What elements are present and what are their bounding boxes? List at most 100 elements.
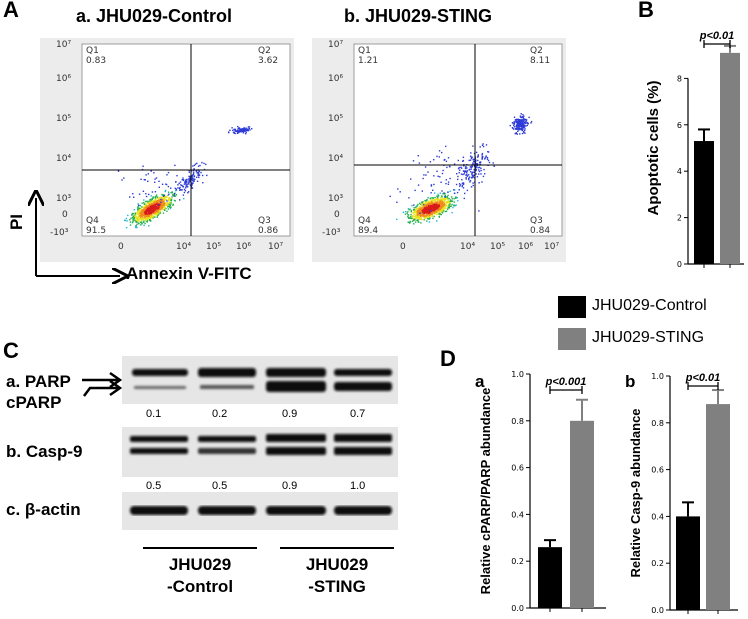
- q1-label-control: Q1 0.83: [86, 46, 107, 66]
- wb-label-cparp: cPARP: [6, 393, 62, 412]
- y-tick-label: 6: [677, 121, 682, 130]
- wb-value: 0.7: [350, 408, 366, 420]
- bar: [538, 547, 562, 608]
- bar: [720, 52, 740, 264]
- q1-label-sting: Q1 1.21: [358, 46, 379, 66]
- panel-letter-a: A: [3, 0, 19, 22]
- y-tick: 0: [334, 210, 340, 220]
- y-tick-label: 8: [677, 74, 682, 83]
- y-tick: 10³: [56, 194, 72, 204]
- p-value-label: p<0.01: [699, 30, 735, 42]
- bar: [676, 516, 700, 610]
- wb-value: 0.9: [282, 408, 298, 420]
- y-tick-label: 0.6: [651, 466, 664, 475]
- wb-label-actin: c. β-actin: [6, 500, 81, 519]
- wb-value: 0.1: [146, 408, 162, 420]
- y-axis-label: Apoptotic cells (%): [645, 80, 662, 215]
- y-tick-label: 4: [677, 167, 682, 176]
- group-line-sting: [280, 547, 394, 549]
- flow-scatter-sting: [353, 43, 563, 237]
- flow-y-axis-label: PI: [7, 213, 26, 231]
- flow-x-axis-label: Annexin V-FITC: [126, 264, 252, 283]
- y-tick-label: 0.6: [511, 464, 524, 473]
- q3-label-sting: Q3 0.84: [530, 216, 551, 236]
- bar: [570, 420, 594, 608]
- y-tick: -10³: [50, 228, 69, 238]
- bar-chart-db: 0.0 0.2 0.4 0.6 0.8 1.0 p<0.01 Relative Casp-9 …: [630, 372, 738, 615]
- y-tick-label: 2: [677, 214, 682, 223]
- flow-plot-control: Q1 0.83 Q2 3.62 Q3 0.86 Q4 91.5 10⁷ 10⁶ 10⁵ …: [40, 38, 294, 262]
- panel-letter-c: C: [3, 338, 19, 363]
- legend-label-sting: JHU029-STING: [592, 329, 705, 346]
- q2-label-sting: Q2 8.11: [530, 46, 551, 66]
- p-value-label: p<0.01: [685, 372, 721, 384]
- wb-label-casp9: b. Casp-9: [6, 442, 83, 461]
- y-tick: 10³: [328, 194, 344, 204]
- y-tick: 0: [62, 210, 68, 220]
- x-tick: 10⁴: [176, 242, 192, 252]
- dot-cloud-control: [117, 125, 253, 229]
- wb-value: 0.5: [212, 480, 228, 492]
- x-tick: 10⁴: [460, 242, 476, 252]
- y-tick-label: 0.8: [651, 419, 664, 428]
- wb-value: 0.2: [212, 408, 228, 420]
- y-tick-label: 1.0: [651, 372, 664, 381]
- legend-label-control: JHU029-Control: [592, 297, 707, 314]
- dot-cloud-sting: [389, 113, 533, 225]
- bar: [694, 141, 714, 264]
- wb-label-parp: a. PARP: [6, 372, 71, 391]
- y-tick: 10⁷: [328, 40, 344, 50]
- y-tick-label: 0.2: [651, 559, 664, 568]
- y-tick: 10⁵: [56, 114, 72, 124]
- q4-label-control: Q4 91.5: [86, 216, 107, 236]
- panel-letter-d: D: [440, 346, 456, 371]
- y-tick-label: 0.4: [651, 512, 664, 521]
- wb-arrows: [82, 371, 123, 397]
- x-tick: 0: [400, 242, 406, 252]
- y-tick: 10⁵: [328, 114, 344, 124]
- y-tick: 10⁶: [328, 74, 344, 84]
- legend-swatch-control: [558, 296, 586, 318]
- wb-value: 0.5: [146, 480, 162, 492]
- y-tick-label: 0.2: [511, 557, 524, 566]
- group-line-control: [143, 547, 257, 549]
- y-tick: 10⁴: [56, 154, 72, 164]
- x-tick: 0: [118, 242, 124, 252]
- y-tick: 10⁴: [328, 154, 344, 164]
- y-tick-label: 1.0: [511, 370, 524, 379]
- y-axis-label: Relative cPARP/PARP abundance: [480, 388, 493, 595]
- q2-label-control: Q2 3.62: [258, 46, 279, 66]
- x-tick: 10⁵: [206, 242, 222, 252]
- bar: [706, 404, 730, 610]
- flow-title-sting: b. JHU029-STING: [344, 6, 493, 26]
- bar-chart-da: 0.0 0.2 0.4 0.6 0.8 1.0 p<0.001 Relative cPARP/…: [480, 370, 606, 613]
- legend-swatch-sting: [558, 328, 586, 350]
- x-tick: 10⁷: [268, 242, 284, 252]
- panel-d-a-letter: a: [475, 372, 485, 391]
- flow-axes-arrows: [0, 190, 140, 290]
- y-tick-label: 0.0: [511, 604, 524, 613]
- group-label-control: JHU029 -Control: [166, 555, 234, 596]
- y-tick-label: 0.4: [511, 510, 524, 519]
- flow-plot-sting: Q1 1.21 Q2 8.11 Q3 0.84 Q4 89.4 10⁷ 10⁶ 10⁵ …: [312, 38, 566, 262]
- panel-d-b-letter: b: [625, 372, 636, 391]
- group-label-sting: JHU029 -STING: [305, 555, 369, 596]
- wb-value: 0.9: [282, 480, 298, 492]
- flow-title-control: a. JHU029-Control: [76, 6, 233, 26]
- q3-label-control: Q3 0.86: [258, 216, 279, 236]
- y-tick: 10⁶: [56, 74, 72, 84]
- x-tick: 10⁷: [544, 242, 560, 252]
- p-value-label: p<0.001: [545, 376, 587, 388]
- bar-chart-b: 0 2 4 6 8 p<0.01 Apoptotic cells (%): [645, 30, 744, 269]
- panel-letter-b: B: [638, 0, 654, 22]
- x-tick: 10⁵: [490, 242, 506, 252]
- x-tick: 10⁶: [236, 242, 252, 252]
- flow-scatter-control: [81, 43, 291, 237]
- y-tick-label: 0.8: [511, 417, 524, 426]
- western-blots: [122, 356, 398, 530]
- wb-value: 1.0: [350, 480, 366, 492]
- y-tick: -10³: [322, 228, 341, 238]
- y-tick: 10⁷: [56, 40, 72, 50]
- y-tick-label: 0: [677, 260, 682, 269]
